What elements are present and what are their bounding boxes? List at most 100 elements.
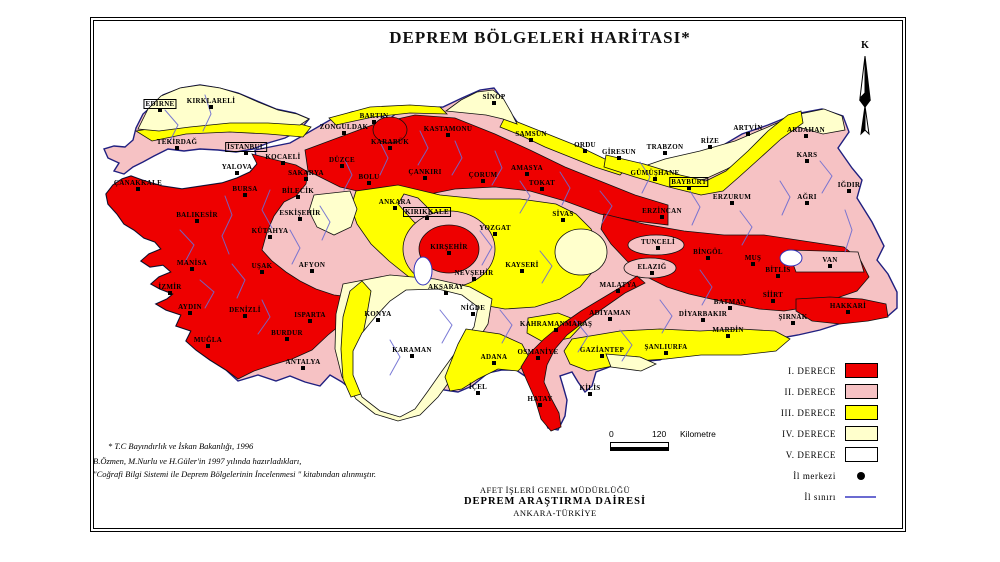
city-label: BAYBURT	[669, 177, 709, 187]
city-dot	[235, 171, 239, 175]
city-dot	[423, 176, 427, 180]
credits-block: AFET İŞLERİ GENEL MÜDÜRLÜĞÜ DEPREM ARAŞT…	[420, 485, 690, 518]
city-dot	[650, 271, 654, 275]
city-dot	[301, 366, 305, 370]
scale-bar	[610, 442, 669, 451]
city-label: ÇORUM	[468, 171, 498, 179]
city-dot	[746, 132, 750, 136]
city-center-dot-icon	[857, 471, 865, 480]
legend-row: İl sınırı	[752, 486, 888, 507]
city-dot	[471, 312, 475, 316]
city-label: ELAZIĞ	[637, 263, 667, 271]
city-dot	[588, 392, 592, 396]
city-label: ESKİŞEHİR	[279, 209, 321, 217]
north-label: K	[861, 40, 869, 51]
city-label: SİVAS	[552, 210, 574, 218]
city-label: KOCAELİ	[265, 153, 301, 161]
city-dot	[726, 334, 730, 338]
legend-color-swatch	[845, 363, 878, 378]
city-dot	[158, 108, 162, 112]
city-label: İZMİR	[158, 283, 182, 291]
city-dot	[446, 133, 450, 137]
city-dot	[410, 354, 414, 358]
zone4-east-kayseri	[554, 228, 608, 276]
legend-row: IV. DERECE	[752, 423, 888, 444]
city-label: EDİRNE	[143, 99, 177, 109]
city-dot	[525, 172, 529, 176]
city-dot	[805, 201, 809, 205]
scale-unit-label: Kilometre	[680, 429, 716, 439]
city-label: DİYARBAKIR	[678, 310, 728, 318]
city-dot	[706, 256, 710, 260]
compass-needle-icon	[859, 55, 871, 136]
city-label: AKSARAY	[427, 283, 465, 291]
city-dot	[600, 354, 604, 358]
city-dot	[243, 314, 247, 318]
zone2-elazig-lens	[623, 257, 677, 279]
city-dot	[244, 151, 248, 155]
north-arrow: K	[845, 40, 885, 140]
city-label: BARTIN	[359, 112, 389, 120]
zone4-thrace	[137, 84, 310, 132]
city-dot	[828, 264, 832, 268]
city-dot	[209, 105, 213, 109]
city-label: ÇANAKKALE	[113, 179, 163, 187]
credits-city: ANKARA-TÜRKİYE	[513, 508, 597, 518]
credits-directorate: AFET İŞLERİ GENEL MÜDÜRLÜĞÜ	[479, 485, 631, 495]
city-label: KASTAMONU	[423, 125, 473, 133]
legend-marker-rows: İl merkezi İl sınırı	[752, 465, 888, 507]
city-label: BİLECİK	[281, 187, 315, 195]
city-label: KIRIKKALE	[403, 207, 451, 217]
zone1-kirsehir-core	[418, 224, 480, 274]
city-label: ARTVİN	[733, 124, 763, 132]
city-label: AFYON	[298, 261, 326, 269]
city-dot	[393, 206, 397, 210]
city-dot	[308, 319, 312, 323]
city-dot	[493, 232, 497, 236]
province-border-line-icon	[845, 495, 876, 498]
city-dot	[536, 356, 540, 360]
city-label: MUŞ	[744, 254, 762, 262]
legend-marker-label: İl merkezi	[793, 470, 836, 481]
city-label: ANKARA	[378, 198, 412, 206]
city-label: ZONGULDAK	[319, 123, 369, 131]
footnote-authors: B.Özmen, M.Nurlu ve H.Güler'in 1997 yılı…	[93, 456, 302, 466]
city-dot	[425, 216, 429, 220]
city-dot	[656, 246, 660, 250]
lake-tuz	[413, 256, 433, 286]
city-dot	[447, 251, 451, 255]
city-label: ERZURUM	[712, 193, 752, 201]
zone1-west-anatolia	[105, 153, 384, 380]
city-dot	[554, 328, 558, 332]
map-legend: I. DERECE II. DERECE III. DERECE IV. DERECE…	[752, 360, 888, 507]
city-label: ADIYAMAN	[589, 309, 631, 317]
city-dot	[751, 262, 755, 266]
city-dot	[805, 159, 809, 163]
city-dot	[168, 291, 172, 295]
city-label: ÇANKIRI	[408, 168, 442, 176]
city-label: KAHRAMANMARAŞ	[519, 320, 593, 328]
zone5-konya-karaman	[352, 288, 479, 418]
city-label: BİTLİS	[765, 266, 791, 274]
city-dot	[561, 218, 565, 222]
city-dot	[846, 310, 850, 314]
city-label: GAZİANTEP	[579, 346, 625, 354]
city-label: İÇEL	[468, 383, 488, 391]
scale-zero-label: 0	[609, 429, 614, 439]
city-dot	[310, 269, 314, 273]
city-label: MUĞLA	[193, 336, 223, 344]
city-dot	[660, 215, 664, 219]
city-label: ARDAHAN	[787, 126, 825, 134]
city-label: VAN	[822, 256, 838, 264]
scale-distance-label: 120	[652, 429, 667, 439]
city-dot	[701, 318, 705, 322]
city-dot	[653, 177, 657, 181]
city-dot	[776, 274, 780, 278]
city-dot	[664, 351, 668, 355]
legend-row: I. DERECE	[752, 360, 888, 381]
city-dot	[804, 134, 808, 138]
city-label: GİRESUN	[602, 148, 636, 156]
zone4-beypazari	[308, 190, 358, 236]
city-label: OSMANİYE	[517, 348, 559, 356]
